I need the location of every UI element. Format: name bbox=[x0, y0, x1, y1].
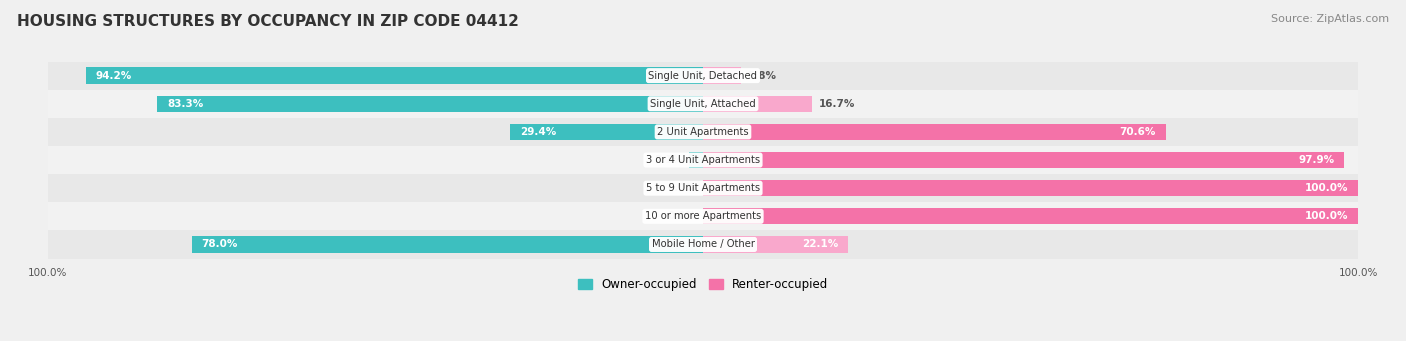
Text: 29.4%: 29.4% bbox=[520, 127, 557, 137]
Bar bbox=[703, 95, 813, 112]
Bar bbox=[48, 90, 1358, 118]
Text: 16.7%: 16.7% bbox=[818, 99, 855, 109]
Text: 97.9%: 97.9% bbox=[1299, 155, 1334, 165]
Text: 5.8%: 5.8% bbox=[748, 71, 776, 80]
Text: 100.0%: 100.0% bbox=[1305, 211, 1348, 221]
Text: 100.0%: 100.0% bbox=[28, 268, 67, 278]
Bar bbox=[703, 68, 741, 84]
Bar bbox=[689, 152, 703, 168]
Text: 10 or more Apartments: 10 or more Apartments bbox=[645, 211, 761, 221]
Bar bbox=[510, 124, 703, 140]
Bar bbox=[157, 95, 703, 112]
Bar bbox=[86, 68, 703, 84]
Bar bbox=[48, 202, 1358, 231]
Text: 22.1%: 22.1% bbox=[801, 239, 838, 250]
Text: 94.2%: 94.2% bbox=[96, 71, 132, 80]
Bar bbox=[48, 174, 1358, 202]
Bar bbox=[703, 208, 1358, 224]
Bar bbox=[48, 61, 1358, 90]
Text: 3 or 4 Unit Apartments: 3 or 4 Unit Apartments bbox=[645, 155, 761, 165]
Bar bbox=[48, 118, 1358, 146]
Text: 5 to 9 Unit Apartments: 5 to 9 Unit Apartments bbox=[645, 183, 761, 193]
Text: Single Unit, Detached: Single Unit, Detached bbox=[648, 71, 758, 80]
Text: 100.0%: 100.0% bbox=[1305, 183, 1348, 193]
Bar bbox=[191, 236, 703, 253]
Text: 2 Unit Apartments: 2 Unit Apartments bbox=[657, 127, 749, 137]
Text: Source: ZipAtlas.com: Source: ZipAtlas.com bbox=[1271, 14, 1389, 24]
Text: 100.0%: 100.0% bbox=[1339, 268, 1378, 278]
Text: 0.0%: 0.0% bbox=[668, 183, 696, 193]
Text: Mobile Home / Other: Mobile Home / Other bbox=[651, 239, 755, 250]
Text: 78.0%: 78.0% bbox=[201, 239, 238, 250]
Bar bbox=[703, 124, 1166, 140]
Text: HOUSING STRUCTURES BY OCCUPANCY IN ZIP CODE 04412: HOUSING STRUCTURES BY OCCUPANCY IN ZIP C… bbox=[17, 14, 519, 29]
Text: 83.3%: 83.3% bbox=[167, 99, 204, 109]
Text: 2.1%: 2.1% bbox=[654, 155, 683, 165]
Legend: Owner-occupied, Renter-occupied: Owner-occupied, Renter-occupied bbox=[572, 273, 834, 296]
Bar bbox=[703, 180, 1358, 196]
Bar bbox=[703, 152, 1344, 168]
Bar bbox=[48, 231, 1358, 258]
Bar bbox=[48, 146, 1358, 174]
Text: Single Unit, Attached: Single Unit, Attached bbox=[650, 99, 756, 109]
Bar bbox=[703, 236, 848, 253]
Text: 0.0%: 0.0% bbox=[668, 211, 696, 221]
Text: 70.6%: 70.6% bbox=[1119, 127, 1156, 137]
